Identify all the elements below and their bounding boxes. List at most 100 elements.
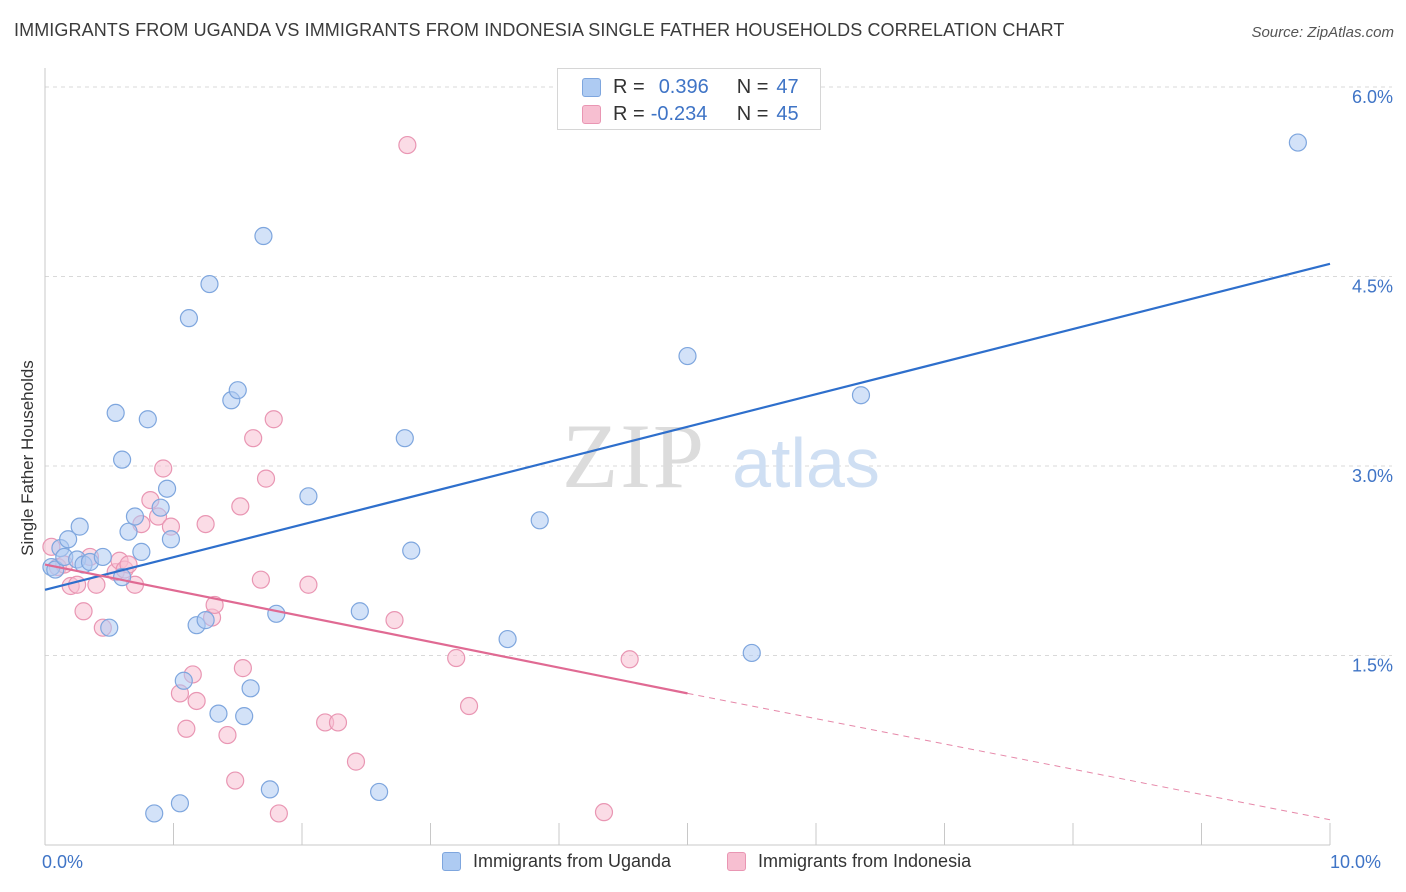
uganda-point xyxy=(254,226,273,246)
indonesia-point xyxy=(328,713,348,732)
watermark-zip: ZIP xyxy=(562,405,706,507)
uganda-point xyxy=(132,542,151,561)
uganda-point xyxy=(196,611,215,630)
uganda-point xyxy=(112,450,132,469)
x-tick-label-min: 0.0% xyxy=(42,852,84,872)
uganda-point xyxy=(59,530,78,549)
legend-row-uganda: R = 0.396 N = 47 xyxy=(582,73,799,101)
indonesia-trendline xyxy=(44,563,688,695)
uganda-point xyxy=(100,618,119,637)
legend-label-uganda: Immigrants from Uganda xyxy=(473,851,672,871)
indonesia-n-value: 45 xyxy=(776,102,799,125)
x-tick-label-max: 10.0% xyxy=(1330,852,1382,872)
indonesia-point xyxy=(251,570,270,589)
legend-label-indonesia: Immigrants from Indonesia xyxy=(758,851,972,871)
uganda-point xyxy=(170,794,190,813)
indonesia-point xyxy=(299,575,318,594)
indonesia-point xyxy=(218,725,237,745)
gridlines xyxy=(45,86,1392,656)
indonesia-point xyxy=(269,804,288,823)
uganda-point xyxy=(402,541,421,560)
indonesia-point xyxy=(226,771,245,790)
legend-row-indonesia: R = -0.234 N = 45 xyxy=(582,100,799,128)
uganda-point xyxy=(370,782,389,802)
uganda-point xyxy=(151,498,170,517)
uganda-point xyxy=(742,643,761,663)
uganda-swatch xyxy=(582,77,601,97)
uganda-point xyxy=(145,804,164,823)
uganda-swatch xyxy=(442,852,461,871)
uganda-point xyxy=(174,671,193,690)
uganda-point xyxy=(299,487,318,506)
uganda-point xyxy=(179,309,199,328)
uganda-point xyxy=(93,547,112,567)
uganda-point xyxy=(228,381,247,400)
uganda-point xyxy=(851,386,871,405)
watermark: ZIP atlas xyxy=(562,405,880,507)
uganda-point xyxy=(161,530,181,549)
uganda-point xyxy=(209,704,228,723)
indonesia-point xyxy=(594,803,614,822)
legend-item-uganda: Immigrants from Uganda xyxy=(442,851,671,872)
axes xyxy=(44,68,1331,846)
indonesia-swatch xyxy=(582,104,601,124)
indonesia-point xyxy=(74,602,93,621)
indonesia-point xyxy=(398,135,417,155)
indonesia-point xyxy=(231,497,250,516)
indonesia-swatch xyxy=(727,852,746,871)
y-tick-label: 4.5% xyxy=(1352,276,1393,296)
indonesia-points xyxy=(42,135,639,823)
uganda-point xyxy=(157,479,177,498)
uganda-point xyxy=(70,517,89,536)
trendlines xyxy=(44,262,1331,821)
watermark-atlas: atlas xyxy=(732,424,880,502)
uganda-point xyxy=(1288,133,1307,152)
y-tick-label: 1.5% xyxy=(1352,655,1393,675)
indonesia-point xyxy=(385,611,404,630)
legend-item-indonesia: Immigrants from Indonesia xyxy=(727,851,971,872)
indonesia-point xyxy=(346,752,366,771)
uganda-point xyxy=(260,780,279,799)
r-label: R = xyxy=(613,102,645,125)
r-label: R = xyxy=(613,75,645,98)
indonesia-point xyxy=(459,696,479,716)
uganda-point xyxy=(138,410,157,429)
indonesia-trendline-extension xyxy=(687,692,1331,821)
indonesia-point xyxy=(264,410,283,429)
indonesia-r-value: -0.234 xyxy=(650,102,708,125)
uganda-point xyxy=(350,602,369,621)
chart-title: IMMIGRANTS FROM UGANDA VS IMMIGRANTS FRO… xyxy=(14,20,1065,40)
indonesia-point xyxy=(187,691,206,711)
uganda-point xyxy=(395,429,414,448)
n-label: N = xyxy=(736,102,769,125)
indonesia-point xyxy=(620,650,639,669)
indonesia-point xyxy=(233,659,252,678)
uganda-r-value: 0.396 xyxy=(658,75,709,98)
y-tick-label: 6.0% xyxy=(1352,87,1393,107)
uganda-point xyxy=(241,679,260,698)
uganda-point xyxy=(235,707,254,726)
y-tick-labels: 1.5% 3.0% 4.5% 6.0% xyxy=(1352,87,1393,676)
indonesia-point xyxy=(256,469,276,488)
uganda-point xyxy=(125,507,145,526)
indonesia-point xyxy=(447,648,466,668)
uganda-points xyxy=(42,133,1307,823)
uganda-n-value: 47 xyxy=(776,75,799,98)
indonesia-point xyxy=(154,459,173,478)
uganda-point xyxy=(119,522,138,541)
n-label: N = xyxy=(736,75,769,98)
uganda-point xyxy=(678,346,697,366)
source-credit: Source: ZipAtlas.com xyxy=(1251,24,1394,41)
uganda-point xyxy=(267,604,286,623)
uganda-point xyxy=(530,511,549,530)
y-tick-label: 3.0% xyxy=(1352,466,1393,486)
indonesia-point xyxy=(196,514,215,534)
uganda-trendline xyxy=(44,262,1331,591)
uganda-point xyxy=(106,403,125,423)
uganda-point xyxy=(200,274,219,294)
indonesia-point xyxy=(244,429,263,448)
correlation-legend: R = 0.396 N = 47 R = -0.234 N = 45 xyxy=(557,68,821,130)
indonesia-point xyxy=(68,575,87,594)
indonesia-point xyxy=(205,595,224,615)
